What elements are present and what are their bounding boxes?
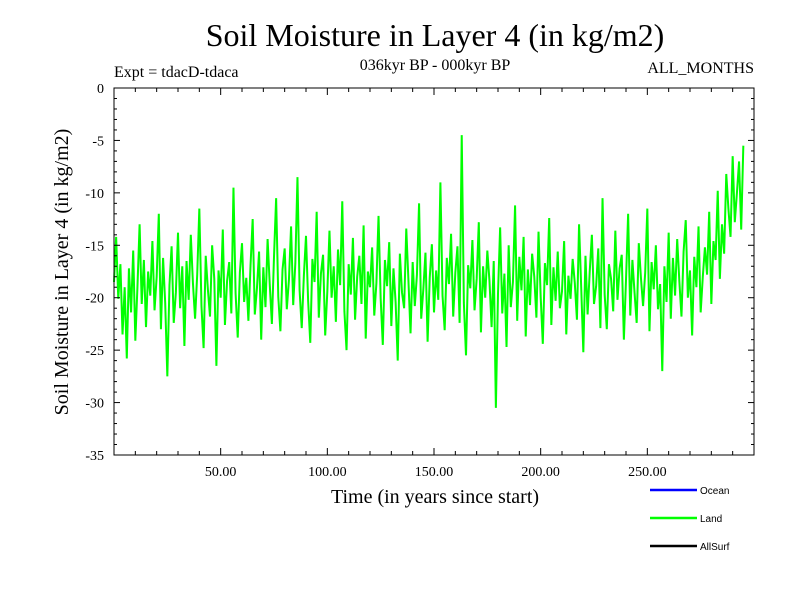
y-tick-label: -25: [85, 344, 104, 359]
series-line-land: [113, 135, 745, 408]
y-tick-label: -35: [85, 449, 104, 464]
y-axis-label: Soil Moisture in Layer 4 (in kg/m2): [51, 129, 73, 416]
x-axis-label: Time (in years since start): [331, 486, 539, 508]
y-tick-label: -10: [85, 187, 104, 202]
legend-label-ocean: Ocean: [700, 486, 729, 497]
x-tick-label: 150.00: [415, 465, 454, 480]
x-tick-label: 50.00: [205, 465, 237, 480]
expt-label: Expt = tdacD-tdaca: [114, 64, 239, 81]
y-tick-label: 0: [97, 82, 104, 97]
x-axis: 50.00 100.00 150.00 200.00 250.00: [134, 88, 734, 480]
chart-title: Soil Moisture in Layer 4 (in kg/m2): [206, 17, 665, 53]
y-tick-label: -15: [85, 239, 104, 254]
x-tick-label: 100.00: [308, 465, 347, 480]
y-axis: 0 -5 -10 -15 -20 -25 -30 -35: [85, 82, 754, 464]
y-tick-label: -30: [85, 397, 104, 412]
y-tick-label: -20: [85, 292, 104, 307]
x-tick-label: 250.00: [628, 465, 667, 480]
y-tick-label: -5: [92, 134, 104, 149]
x-tick-label: 200.00: [521, 465, 560, 480]
period-label: ALL_MONTHS: [647, 60, 754, 77]
chart-subtitle: 036kyr BP - 000kyr BP: [360, 57, 511, 74]
legend: Ocean Land AllSurf: [650, 486, 730, 553]
legend-label-land: Land: [700, 514, 722, 525]
plot-series-group: [113, 135, 745, 408]
legend-label-allsurf: AllSurf: [700, 542, 730, 553]
